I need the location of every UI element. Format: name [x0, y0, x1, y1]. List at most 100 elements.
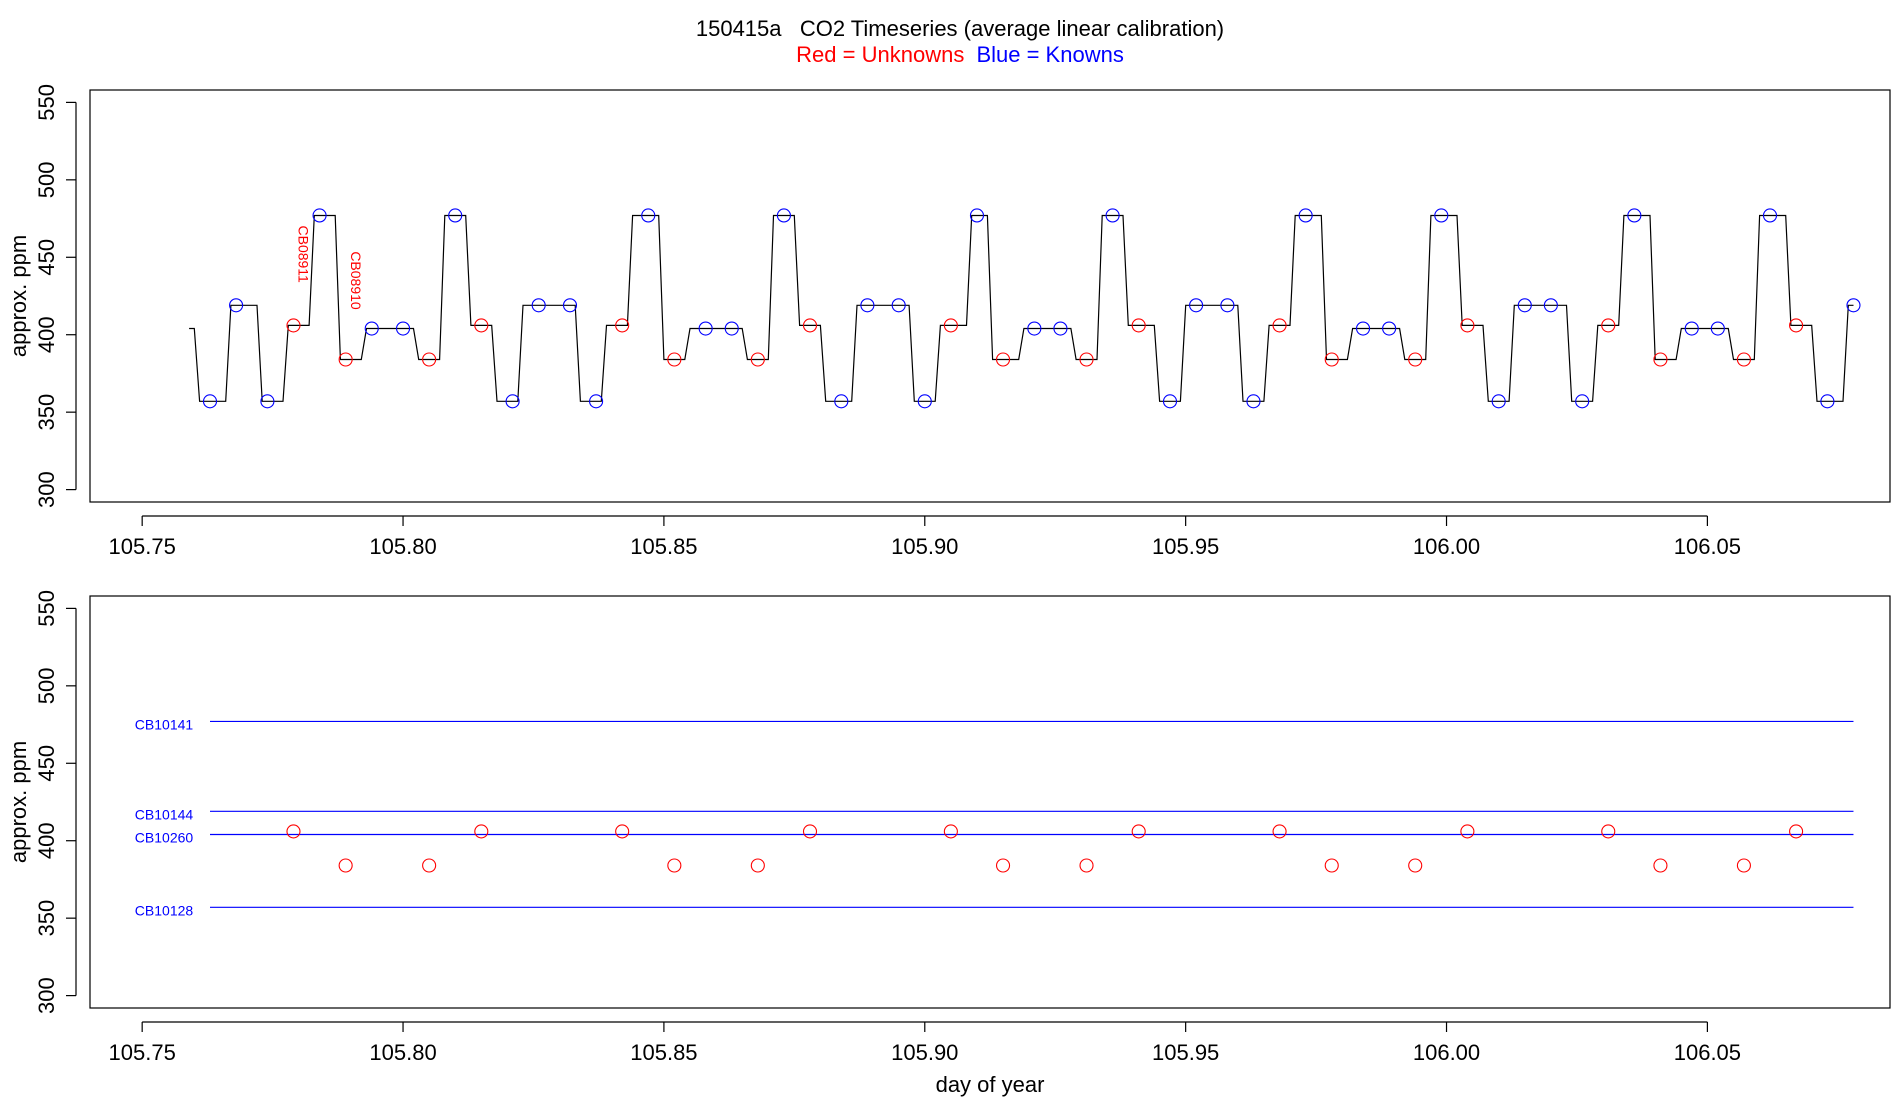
unknown-point [1131, 318, 1146, 333]
unknown-point [422, 858, 437, 873]
known-point [1220, 298, 1235, 313]
unknown-point [802, 824, 818, 839]
known-point [562, 298, 578, 313]
y-axis-label: approx. ppm [6, 235, 31, 357]
y-tick-label: 400 [34, 316, 59, 353]
chart-title: 150415a CO2 Timeseries (average linear c… [696, 16, 1224, 41]
known-point [364, 321, 379, 336]
unknown-point [995, 352, 1011, 367]
x-tick-label: 105.75 [109, 1040, 176, 1065]
unknown-point [286, 824, 301, 839]
unknown-point [1601, 824, 1616, 839]
unknown-point [667, 858, 682, 873]
chart-subtitle: Red = Unknowns Blue = Knowns [796, 42, 1124, 67]
known-point [1246, 394, 1261, 409]
y-tick-label: 400 [34, 822, 59, 859]
reference-line-label: CB10128 [135, 902, 194, 918]
known-point [1355, 321, 1371, 336]
x-tick-label: 105.95 [1152, 534, 1219, 559]
x-tick-label: 105.80 [369, 534, 436, 559]
unknown-point [1324, 858, 1339, 873]
y-tick-label: 500 [34, 667, 59, 704]
y-axis-label: approx. ppm [6, 741, 31, 863]
known-point [1382, 321, 1397, 336]
unknown-point [1272, 318, 1287, 333]
unknown-point [1653, 352, 1668, 367]
unknown-point [1079, 858, 1094, 873]
y-tick-label: 500 [34, 161, 59, 198]
unknown-point [802, 318, 818, 333]
unknown-point [1272, 824, 1287, 839]
y-tick-label: 450 [34, 745, 59, 782]
known-point [1053, 321, 1068, 336]
unknown-point [474, 824, 489, 839]
panel-unknowns: 300 350 400 450 500 550 105.75 105.80 105.85 105.… [6, 590, 1891, 1097]
unknown-point [1789, 318, 1804, 333]
known-point [969, 208, 985, 223]
x-tick-label: 105.80 [369, 1040, 436, 1065]
known-point [1491, 394, 1506, 409]
known-point [698, 321, 713, 336]
unknown-point [1460, 318, 1475, 333]
known-point [1434, 208, 1449, 223]
known-point [312, 208, 327, 223]
x-axis-label: day of year [936, 1072, 1045, 1097]
known-point [531, 298, 546, 313]
known-point [1517, 298, 1532, 313]
x-tick-label: 106.00 [1413, 534, 1480, 559]
known-point [641, 208, 656, 223]
unknown-point [338, 858, 353, 873]
unknown-point [943, 824, 958, 839]
y-tick-label: 550 [34, 84, 59, 121]
subtitle-unknowns: Red = Unknowns [796, 42, 964, 67]
known-point [1189, 298, 1204, 313]
unknown-point [1408, 858, 1423, 873]
x-tick-label: 105.95 [1152, 1040, 1219, 1065]
known-point [1543, 298, 1558, 313]
known-point [395, 321, 411, 336]
y-tick-label: 550 [34, 590, 59, 627]
x-tick-label: 105.90 [891, 1040, 958, 1065]
unknown-point [750, 352, 765, 367]
timeseries-trace [189, 214, 1854, 402]
known-point [589, 394, 604, 409]
sample-annotation: CB08911 [296, 226, 312, 284]
unknown-point [1079, 352, 1094, 367]
known-point [834, 394, 849, 409]
unknown-point [1736, 352, 1751, 367]
unknown-point [338, 352, 353, 367]
known-point [917, 394, 932, 409]
unknown-point [615, 824, 630, 839]
unknown-point [1789, 824, 1804, 839]
reference-line-label: CB10144 [135, 806, 194, 822]
known-point [505, 394, 520, 409]
unknown-point [1736, 858, 1751, 873]
known-point [1105, 208, 1120, 223]
plot-frame [89, 89, 1891, 503]
known-point [724, 321, 739, 336]
unknown-point [667, 352, 682, 367]
unknown-point [1131, 824, 1146, 839]
known-point [260, 394, 275, 409]
unknown-point [1408, 352, 1423, 367]
panel-timeseries: 300 350 400 450 500 550 105.75 105.80 105.85 105.… [6, 84, 1891, 559]
known-point [1575, 394, 1590, 409]
known-point [1627, 208, 1642, 223]
x-tick-label: 105.90 [891, 534, 958, 559]
known-point [202, 394, 218, 409]
unknown-point [1653, 858, 1668, 873]
y-tick-label: 300 [34, 977, 59, 1014]
x-tick-label: 106.05 [1674, 1040, 1741, 1065]
y-tick-label: 350 [34, 900, 59, 937]
x-tick-label: 106.05 [1674, 534, 1741, 559]
plot-frame [89, 595, 1891, 1009]
x-tick-label: 105.75 [109, 534, 176, 559]
unknown-point [1601, 318, 1616, 333]
unknown-point [615, 318, 630, 333]
known-point [1846, 298, 1861, 313]
known-point [860, 298, 875, 313]
y-tick-label: 450 [34, 239, 59, 276]
known-point [891, 298, 906, 313]
